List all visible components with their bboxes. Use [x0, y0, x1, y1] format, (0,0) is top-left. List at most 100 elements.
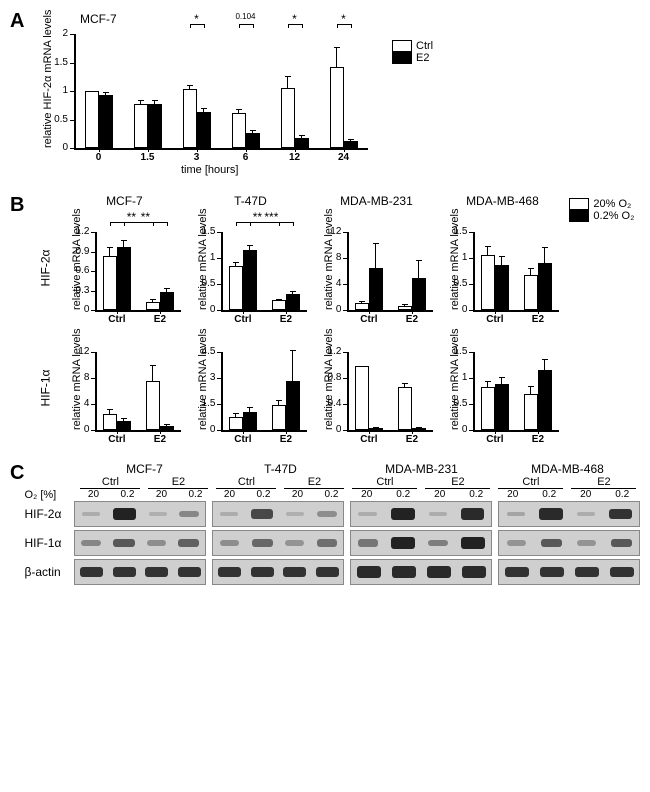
blot-strip	[498, 559, 640, 585]
significance-label: 0.104	[231, 12, 261, 21]
y-axis-title: relative mRNA levels	[71, 329, 83, 430]
cell-line-title: T-47D	[187, 194, 313, 208]
blot-band	[461, 508, 484, 519]
blot-strip	[74, 559, 206, 585]
blot-band	[577, 540, 596, 546]
panel-a-label: A	[10, 10, 32, 33]
panel-b-label: B	[10, 194, 29, 217]
panel-b-chart: 00.30.60.91.2relative mRNA levelsCtrlE2*…	[61, 208, 185, 328]
o2-value: 20	[280, 489, 314, 501]
blot-band	[539, 508, 562, 519]
y-axis-title: relative HIF-2α mRNA levels	[42, 10, 54, 148]
x-tick-label: E2	[516, 434, 559, 445]
blot-band	[316, 567, 339, 578]
bar	[243, 412, 257, 430]
panel-b-chart: 04812relative mRNA levelsCtrlE2	[313, 208, 437, 328]
condition-label: Ctrl	[216, 476, 276, 489]
x-tick-label: 0	[74, 152, 123, 163]
bar	[355, 303, 369, 310]
condition-label: E2	[571, 476, 636, 489]
blot-band	[285, 540, 304, 546]
blot-band	[427, 566, 450, 577]
blot-band	[392, 566, 415, 577]
bar	[146, 381, 160, 430]
cell-line-title: MDA-MB-231	[313, 194, 439, 208]
bar	[330, 67, 344, 148]
bar	[229, 266, 243, 310]
blot-band	[391, 537, 415, 549]
legend-label: Ctrl	[416, 40, 433, 52]
blot-band	[540, 567, 563, 578]
x-tick-label: Ctrl	[347, 434, 390, 445]
x-tick-label: Ctrl	[473, 434, 516, 445]
y-axis-title: relative mRNA levels	[323, 329, 335, 430]
blot-band	[505, 567, 528, 578]
blot-band	[317, 539, 338, 547]
blot-band	[610, 567, 633, 578]
y-axis-title: relative mRNA levels	[71, 209, 83, 310]
panel-b-body: HIF-2α00.30.60.91.2relative mRNA levelsC…	[29, 208, 565, 448]
row-title: HIF-1α	[38, 370, 52, 407]
blot-band	[283, 567, 306, 578]
bar	[246, 133, 260, 148]
blot-band	[179, 511, 199, 517]
blot-band	[357, 566, 380, 577]
cell-line-title: MDA-MB-468	[494, 462, 640, 476]
blot-band	[358, 512, 376, 516]
o2-value: 0.2	[458, 489, 495, 501]
panel-b-grid: MCF-7T-47DMDA-MB-231MDA-MB-468 HIF-2α00.…	[29, 194, 565, 448]
blot-row-label: HIF-2α	[24, 507, 74, 521]
bar	[538, 370, 552, 430]
blot-row-label: HIF-1α	[24, 536, 74, 550]
x-tick-label: Ctrl	[221, 314, 264, 325]
y-axis-title: relative mRNA levels	[197, 209, 209, 310]
blot-band	[428, 540, 448, 547]
blot-band	[461, 537, 485, 549]
x-tick-label: E2	[138, 434, 181, 445]
condition-label: Ctrl	[80, 476, 140, 489]
legend-label: 20% O₂	[593, 198, 631, 210]
blot-band	[149, 512, 167, 516]
blot-strip	[74, 530, 206, 556]
blot-band	[178, 567, 201, 578]
blot-band	[80, 567, 103, 578]
bar	[538, 263, 552, 310]
blot-band	[145, 567, 168, 578]
bar	[85, 91, 99, 148]
blot-band	[317, 511, 337, 517]
significance-label: ***	[256, 210, 286, 224]
o2-value: 0.2	[314, 489, 348, 501]
legend-item: 20% O₂	[569, 198, 640, 210]
blot-band	[541, 539, 563, 548]
significance-label: *	[329, 12, 359, 26]
bar	[295, 138, 309, 148]
bar	[146, 302, 160, 310]
panel-b-header: MCF-7T-47DMDA-MB-231MDA-MB-468	[29, 194, 565, 208]
chart-title: MCF-7	[80, 12, 117, 26]
bar	[369, 268, 383, 310]
blot-band	[577, 512, 595, 516]
bar	[272, 405, 286, 430]
blot-band	[611, 539, 633, 548]
bar	[524, 394, 538, 430]
panel-c: C MCF-7T-47DMDA-MB-231MDA-MB-468CtrlE2Ct…	[10, 462, 640, 588]
blot-band	[609, 509, 632, 520]
blot-strip	[350, 501, 492, 527]
o2-value: 0.2	[531, 489, 568, 501]
o2-value: 0.2	[178, 489, 212, 501]
bar	[286, 294, 300, 310]
blot-row-label: β-actin	[24, 565, 74, 579]
bar	[117, 247, 131, 310]
bar	[344, 141, 358, 148]
x-tick-label: Ctrl	[221, 434, 264, 445]
o2-value: 0.2	[246, 489, 280, 501]
x-tick-label: 24	[319, 152, 368, 163]
blot-strip	[212, 530, 344, 556]
blot-strip	[212, 559, 344, 585]
panel-b-chart: 00.511.5relative mRNA levelsCtrlE2	[439, 328, 563, 448]
blot-band	[462, 566, 485, 577]
o2-value: 0.2	[604, 489, 641, 501]
panel-b-legend: 20% O₂0.2% O₂	[569, 198, 640, 222]
x-tick-label: Ctrl	[473, 314, 516, 325]
blot-band	[82, 512, 100, 516]
